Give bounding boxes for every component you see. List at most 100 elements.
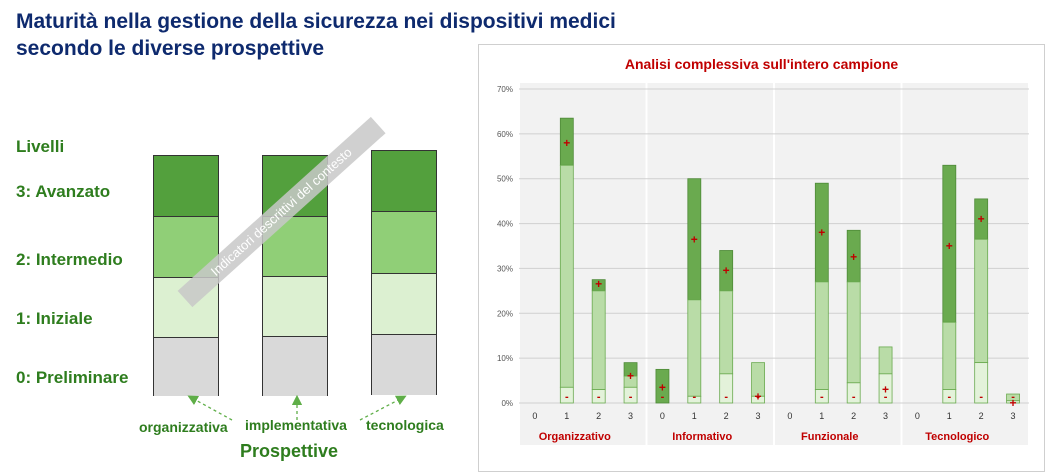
avg-marker: + bbox=[627, 369, 634, 383]
x-tick-label: 2 bbox=[979, 411, 984, 421]
bar-lower-segment bbox=[591, 389, 606, 404]
avg-marker: + bbox=[691, 232, 698, 246]
bar-upper-segment bbox=[655, 368, 670, 404]
x-tick-label: 0 bbox=[787, 411, 792, 421]
x-tick-label: 3 bbox=[1011, 411, 1016, 421]
y-tick-label: 50% bbox=[497, 175, 513, 184]
min-marker: - bbox=[884, 391, 888, 403]
x-tick-label: 1 bbox=[564, 411, 569, 421]
group-label: Informativo bbox=[672, 431, 732, 443]
x-tick-label: 0 bbox=[660, 411, 665, 421]
avg-marker: + bbox=[595, 277, 602, 291]
avg-marker: + bbox=[755, 389, 762, 403]
min-marker: - bbox=[852, 391, 856, 403]
avg-marker: + bbox=[978, 212, 985, 226]
page-title: Maturità nella gestione della sicurezza … bbox=[16, 8, 616, 62]
bar-lower-segment bbox=[942, 389, 957, 404]
y-tick-label: 40% bbox=[497, 220, 513, 229]
y-tick-label: 20% bbox=[497, 309, 513, 318]
y-tick-label: 30% bbox=[497, 264, 513, 273]
group-panel bbox=[902, 83, 1028, 445]
level-0-block bbox=[154, 337, 218, 396]
perspectives-title: Prospettive bbox=[240, 441, 339, 461]
x-tick-label: 1 bbox=[819, 411, 824, 421]
bar-lower-segment bbox=[719, 373, 734, 404]
avg-marker: + bbox=[1010, 396, 1017, 410]
y-tick-label: 60% bbox=[497, 130, 513, 139]
y-tick-label: 10% bbox=[497, 354, 513, 363]
avg-marker: + bbox=[850, 250, 857, 264]
bar-middle-segment bbox=[559, 164, 574, 388]
level-0-block bbox=[263, 336, 327, 396]
avg-marker: + bbox=[946, 239, 953, 253]
maturity-column-tecnologica bbox=[371, 150, 437, 395]
level-3-block bbox=[154, 156, 218, 216]
level-1-block bbox=[372, 273, 436, 334]
chart-panel: Analisi complessiva sull'intero campione… bbox=[478, 44, 1045, 472]
arrow-organizzativa bbox=[187, 395, 233, 421]
level-initial: 1: Iniziale bbox=[16, 309, 93, 328]
x-tick-label: 1 bbox=[692, 411, 697, 421]
title-line-2: secondo le diverse prospettive bbox=[16, 37, 325, 60]
level-preliminary: 0: Preliminare bbox=[16, 368, 129, 387]
min-marker: - bbox=[597, 391, 601, 403]
level-1-block bbox=[263, 276, 327, 336]
x-tick-label: 0 bbox=[532, 411, 537, 421]
bar-middle-segment bbox=[814, 281, 829, 390]
min-marker: - bbox=[947, 391, 951, 403]
x-tick-label: 2 bbox=[851, 411, 856, 421]
bar-lower-segment bbox=[623, 386, 638, 404]
arrow-tecnologica bbox=[359, 395, 407, 421]
avg-marker: + bbox=[818, 226, 825, 240]
avg-marker: + bbox=[882, 383, 889, 397]
perspective-organizzativa: organizzativa bbox=[139, 419, 228, 435]
chart-svg: 0%10%20%30%40%50%60%70%0+-1+-2+-3Organiz… bbox=[497, 83, 1029, 445]
bar-middle-segment bbox=[878, 346, 893, 375]
level-advanced: 3: Avanzato bbox=[16, 182, 111, 201]
bar-lower-segment bbox=[687, 395, 702, 404]
min-marker: - bbox=[979, 391, 983, 403]
chart-title: Analisi complessiva sull'intero campione bbox=[624, 56, 899, 72]
group-label: Funzionale bbox=[801, 431, 858, 443]
x-tick-label: 3 bbox=[628, 411, 633, 421]
min-marker: - bbox=[661, 391, 665, 403]
x-tick-label: 2 bbox=[596, 411, 601, 421]
bar-lower-segment bbox=[846, 382, 861, 404]
bar-middle-segment bbox=[942, 321, 957, 390]
bar-middle-segment bbox=[687, 299, 702, 397]
bar-middle-segment bbox=[591, 290, 606, 390]
group-label: Tecnologico bbox=[925, 431, 989, 443]
group-label: Organizzativo bbox=[539, 431, 611, 443]
min-marker: - bbox=[756, 391, 760, 403]
avg-marker: + bbox=[659, 380, 666, 394]
title-line-1: Maturità nella gestione della sicurezza … bbox=[16, 10, 616, 33]
level-intermediate: 2: Intermedio bbox=[16, 250, 123, 269]
avg-marker: + bbox=[723, 264, 730, 278]
y-tick-label: 0% bbox=[501, 399, 513, 408]
x-tick-label: 2 bbox=[724, 411, 729, 421]
bar-middle-segment bbox=[974, 238, 989, 364]
x-tick-label: 0 bbox=[915, 411, 920, 421]
bar-middle-segment bbox=[846, 281, 861, 384]
levels-heading: Livelli bbox=[16, 137, 65, 156]
bar-middle-segment bbox=[719, 290, 734, 375]
x-tick-label: 3 bbox=[756, 411, 761, 421]
min-marker: - bbox=[629, 391, 633, 403]
y-tick-label: 70% bbox=[497, 85, 513, 94]
avg-marker: + bbox=[563, 136, 570, 150]
bar-lower-segment bbox=[814, 389, 829, 404]
min-marker: - bbox=[724, 391, 728, 403]
perspective-arrows bbox=[187, 394, 407, 421]
level-0-block bbox=[372, 334, 436, 395]
maturity-column-organizzativa bbox=[153, 155, 219, 396]
min-marker: - bbox=[692, 391, 696, 403]
min-marker: - bbox=[820, 391, 824, 403]
level-2-block bbox=[372, 211, 436, 273]
perspective-tecnologica: tecnologica bbox=[366, 417, 444, 433]
perspective-implementativa: implementativa bbox=[245, 417, 347, 433]
min-marker: - bbox=[1011, 391, 1015, 403]
x-tick-label: 3 bbox=[883, 411, 888, 421]
bar-lower-segment bbox=[1006, 400, 1020, 404]
bar-lower-segment bbox=[974, 362, 989, 404]
x-tick-label: 1 bbox=[947, 411, 952, 421]
